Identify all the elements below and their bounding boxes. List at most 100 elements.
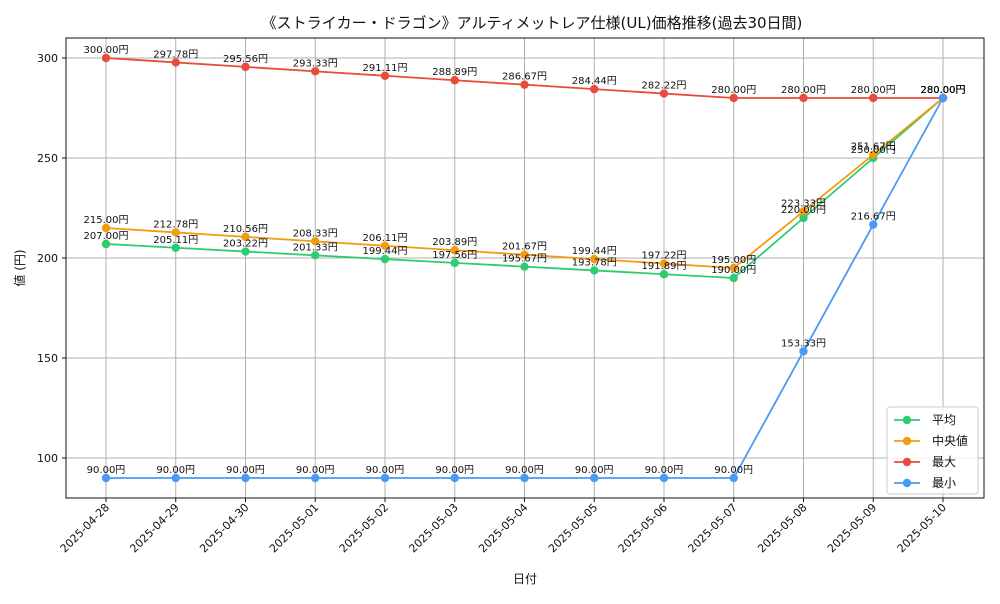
x-axis-label: 日付 xyxy=(513,572,537,586)
data-label: 197.22円 xyxy=(642,251,687,262)
data-point xyxy=(520,262,529,271)
data-point xyxy=(590,266,599,275)
data-point xyxy=(729,273,738,283)
data-point xyxy=(450,76,459,85)
data-label: 193.78円 xyxy=(572,257,617,268)
data-label: 203.89円 xyxy=(432,237,477,248)
data-label: 206.11円 xyxy=(363,233,408,244)
data-point xyxy=(729,263,738,273)
legend-label: 最小 xyxy=(932,476,956,490)
legend-swatch-marker xyxy=(902,457,912,467)
data-point xyxy=(241,473,250,483)
data-label: 251.67円 xyxy=(851,142,896,153)
data-label: 291.11円 xyxy=(363,63,408,74)
data-label: 90.00円 xyxy=(366,465,405,476)
series-points xyxy=(101,53,948,483)
data-point xyxy=(241,62,250,72)
data-label: 284.44円 xyxy=(572,76,617,87)
data-point xyxy=(101,223,111,233)
data-point xyxy=(450,473,459,483)
data-label: 90.00円 xyxy=(156,465,195,476)
data-label: 195.00円 xyxy=(711,255,756,266)
y-axis: 100 150 200 250 300 xyxy=(37,52,66,465)
data-point xyxy=(799,213,808,223)
data-label: 280.00円 xyxy=(921,85,966,96)
data-point xyxy=(659,89,669,98)
data-label: 215.00円 xyxy=(84,215,129,226)
data-point xyxy=(311,473,320,483)
data-label: 280.00円 xyxy=(781,85,826,96)
data-point xyxy=(729,93,738,103)
data-point xyxy=(380,473,390,483)
data-label: 208.33円 xyxy=(293,228,338,239)
data-point xyxy=(171,473,180,483)
data-point xyxy=(101,473,111,483)
y-tick-label: 200 xyxy=(37,252,58,265)
data-point xyxy=(659,270,669,279)
data-label: 300.00円 xyxy=(84,45,129,56)
data-label: 280.00円 xyxy=(921,85,966,96)
data-point xyxy=(380,254,390,264)
data-point xyxy=(241,247,250,256)
data-point xyxy=(450,258,459,268)
data-point xyxy=(311,237,320,246)
data-label: 288.89円 xyxy=(432,67,477,78)
data-label: 90.00円 xyxy=(575,465,614,476)
data-label: 195.67円 xyxy=(502,254,547,265)
data-point xyxy=(171,58,180,67)
chart-title: 《ストライカー・ドラゴン》アルティメットレア仕様(UL)価格推移(過去30日間) xyxy=(262,14,803,32)
data-label: 280.00円 xyxy=(711,85,756,96)
data-label: 286.67円 xyxy=(502,72,547,83)
data-label: 212.78円 xyxy=(153,219,198,230)
data-label: 205.11円 xyxy=(153,235,198,246)
data-point xyxy=(311,251,320,260)
data-point xyxy=(171,228,180,237)
data-point xyxy=(520,473,529,483)
data-label: 250.00円 xyxy=(851,145,896,156)
data-label: 280.00円 xyxy=(851,85,896,96)
data-label: 280.00円 xyxy=(921,85,966,96)
legend-label: 中央値 xyxy=(932,433,968,448)
data-label: 199.44円 xyxy=(363,246,408,257)
data-point xyxy=(869,93,878,103)
data-label: 199.44円 xyxy=(572,246,617,257)
data-point xyxy=(590,84,599,94)
data-point xyxy=(938,93,948,103)
data-point xyxy=(729,473,738,483)
data-label: 90.00円 xyxy=(435,465,474,476)
data-point xyxy=(311,67,320,76)
data-label: 190.00円 xyxy=(711,265,756,276)
data-point xyxy=(590,254,599,264)
legend-swatch-marker xyxy=(902,415,912,425)
data-label: 90.00円 xyxy=(714,465,753,476)
y-tick-label: 100 xyxy=(37,452,58,465)
data-point xyxy=(659,259,669,268)
data-point xyxy=(171,243,180,252)
data-label: 90.00円 xyxy=(505,465,544,476)
y-tick-label: 250 xyxy=(37,152,58,165)
data-label: 90.00円 xyxy=(645,465,684,476)
data-label: 297.78円 xyxy=(153,49,198,60)
data-point xyxy=(659,473,669,483)
data-point xyxy=(520,250,529,259)
data-label: 203.22円 xyxy=(223,239,268,250)
data-point xyxy=(450,246,459,255)
data-label: 207.00円 xyxy=(84,231,129,242)
data-point xyxy=(799,347,808,356)
legend-box xyxy=(886,406,979,495)
data-label: 201.67円 xyxy=(502,242,547,253)
data-label: 153.33円 xyxy=(781,338,826,349)
y-axis-label: 値 (円) xyxy=(12,249,27,286)
data-point xyxy=(590,473,599,483)
data-label: 293.33円 xyxy=(293,58,338,69)
legend-label: 最大 xyxy=(932,455,956,469)
y-tick-label: 300 xyxy=(37,52,58,65)
data-point xyxy=(869,150,878,159)
data-label: 90.00円 xyxy=(87,465,126,476)
data-point xyxy=(799,207,808,216)
y-tick-label: 150 xyxy=(37,352,58,365)
data-point xyxy=(520,80,529,89)
data-label: 216.67円 xyxy=(851,212,896,223)
data-label: 90.00円 xyxy=(296,465,335,476)
